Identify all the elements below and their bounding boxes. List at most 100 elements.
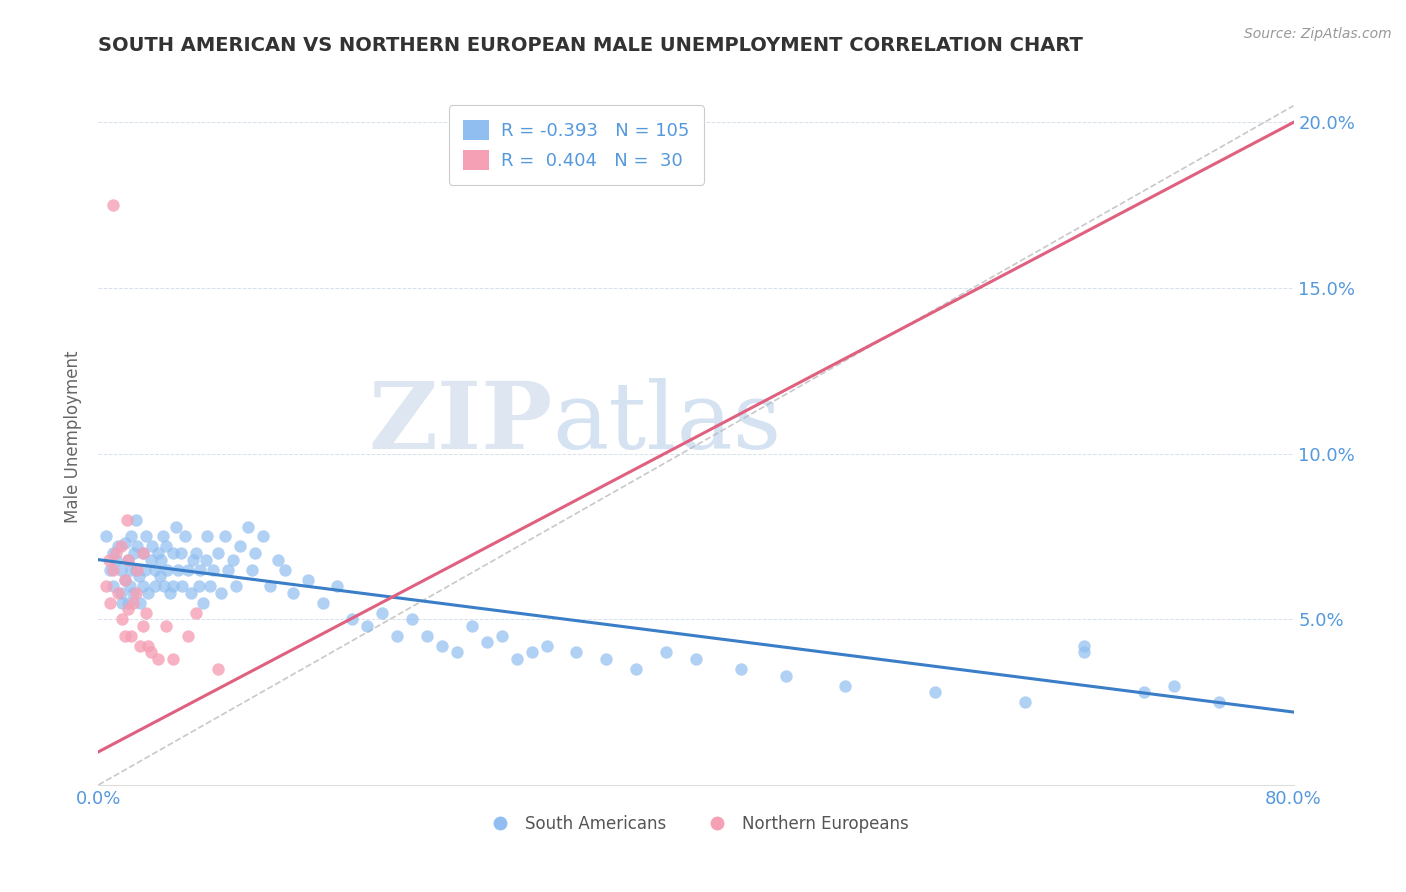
Point	[200, 579, 222, 593]
Y-axis label: Male Unemployment: Male Unemployment	[63, 351, 82, 524]
Point	[120, 563, 142, 577]
Point	[143, 579, 166, 593]
Point	[150, 552, 173, 566]
Point	[148, 546, 170, 560]
Point	[385, 629, 409, 643]
Point	[98, 596, 122, 610]
Point	[565, 645, 588, 659]
Point	[209, 586, 232, 600]
Point	[180, 586, 202, 600]
Point	[655, 645, 678, 659]
Point	[187, 579, 209, 593]
Point	[626, 662, 648, 676]
Point	[1163, 679, 1185, 693]
Point	[222, 552, 245, 566]
Point	[128, 569, 150, 583]
Point	[127, 563, 149, 577]
Point	[134, 563, 156, 577]
Point	[184, 546, 207, 560]
Point	[401, 612, 423, 626]
Point	[274, 563, 297, 577]
Point	[536, 639, 558, 653]
Point	[730, 662, 752, 676]
Point	[159, 586, 181, 600]
Point	[110, 563, 132, 577]
Point	[110, 540, 132, 554]
Point	[125, 586, 148, 600]
Point	[297, 573, 319, 587]
Point	[207, 662, 229, 676]
Point	[117, 602, 139, 616]
Point	[117, 552, 139, 566]
Point	[152, 529, 174, 543]
Point	[172, 579, 194, 593]
Point	[129, 596, 152, 610]
Point	[685, 652, 707, 666]
Point	[120, 529, 142, 543]
Point	[174, 529, 197, 543]
Point	[135, 606, 157, 620]
Point	[342, 612, 364, 626]
Point	[114, 573, 136, 587]
Point	[103, 579, 125, 593]
Point	[1133, 685, 1156, 699]
Point	[207, 546, 229, 560]
Point	[195, 552, 218, 566]
Point	[924, 685, 946, 699]
Point	[177, 629, 200, 643]
Point	[132, 579, 155, 593]
Point	[98, 563, 122, 577]
Point	[107, 540, 129, 554]
Point	[311, 596, 333, 610]
Point	[217, 563, 239, 577]
Point	[240, 563, 263, 577]
Text: SOUTH AMERICAN VS NORTHERN EUROPEAN MALE UNEMPLOYMENT CORRELATION CHART: SOUTH AMERICAN VS NORTHERN EUROPEAN MALE…	[98, 36, 1083, 54]
Point	[103, 546, 125, 560]
Point	[181, 552, 204, 566]
Point	[461, 619, 484, 633]
Point	[229, 540, 252, 554]
Point	[281, 586, 304, 600]
Point	[129, 639, 152, 653]
Point	[139, 552, 162, 566]
Point	[125, 513, 148, 527]
Point	[162, 579, 184, 593]
Point	[1073, 645, 1095, 659]
Point	[110, 586, 132, 600]
Point	[416, 629, 439, 643]
Point	[446, 645, 468, 659]
Point	[197, 529, 219, 543]
Point	[177, 563, 200, 577]
Point	[121, 586, 143, 600]
Point	[139, 645, 162, 659]
Point	[118, 579, 141, 593]
Point	[114, 536, 136, 550]
Point	[132, 546, 155, 560]
Point	[155, 540, 177, 554]
Point	[143, 563, 166, 577]
Point	[115, 513, 138, 527]
Point	[371, 606, 394, 620]
Point	[169, 546, 191, 560]
Point	[188, 563, 211, 577]
Point	[236, 519, 259, 533]
Point	[141, 540, 163, 554]
Point	[114, 573, 136, 587]
Point	[245, 546, 267, 560]
Point	[191, 596, 214, 610]
Point	[117, 596, 139, 610]
Text: ZIP: ZIP	[368, 378, 553, 468]
Point	[595, 652, 617, 666]
Point	[114, 629, 136, 643]
Point	[155, 619, 177, 633]
Point	[105, 546, 128, 560]
Point	[506, 652, 529, 666]
Point	[136, 639, 159, 653]
Point	[834, 679, 856, 693]
Point	[475, 635, 498, 649]
Text: atlas: atlas	[553, 378, 782, 468]
Point	[202, 563, 225, 577]
Text: Source: ZipAtlas.com: Source: ZipAtlas.com	[1244, 27, 1392, 41]
Point	[252, 529, 274, 543]
Point	[135, 529, 157, 543]
